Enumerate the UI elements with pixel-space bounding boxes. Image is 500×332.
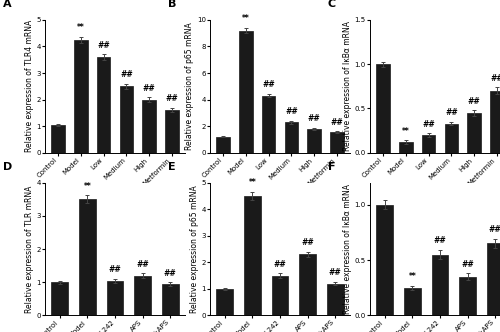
Bar (52, 282, 68, 315)
Bar (216, 137, 230, 153)
Bar (330, 132, 344, 153)
Text: ##: ## (422, 120, 435, 128)
Text: ##: ## (330, 118, 343, 126)
Bar (487, 243, 500, 315)
Bar (327, 284, 344, 315)
Text: A: A (3, 0, 12, 9)
Text: ##: ## (262, 80, 275, 89)
Bar (376, 205, 393, 315)
Bar (165, 110, 178, 153)
Text: F: F (328, 162, 336, 172)
Bar (300, 254, 316, 315)
Text: ##: ## (329, 268, 342, 277)
Bar (376, 64, 390, 153)
Bar (422, 135, 436, 153)
Text: ##: ## (164, 269, 176, 278)
Text: **: ** (77, 23, 85, 32)
Text: ##: ## (98, 41, 110, 50)
Bar (52, 125, 65, 153)
Bar (216, 289, 233, 315)
Bar (460, 277, 476, 315)
Text: ##: ## (489, 225, 500, 234)
Bar (432, 255, 448, 315)
Text: ##: ## (434, 236, 446, 245)
Text: ##: ## (136, 260, 149, 269)
Bar (106, 281, 124, 315)
Text: ##: ## (445, 108, 458, 117)
Text: ##: ## (142, 84, 156, 93)
Text: ##: ## (166, 94, 178, 104)
Y-axis label: Relative expression of TLR4 mRNA: Relative expression of TLR4 mRNA (24, 20, 34, 152)
Text: ##: ## (108, 265, 122, 274)
Text: ##: ## (490, 74, 500, 83)
Text: ##: ## (462, 260, 474, 269)
Bar (134, 276, 151, 315)
Text: ##: ## (274, 260, 286, 269)
Text: **: ** (84, 182, 91, 191)
Bar (97, 57, 110, 153)
Bar (444, 124, 458, 153)
Text: D: D (3, 162, 12, 172)
Y-axis label: Relative expression of TLR mRNA: Relative expression of TLR mRNA (24, 185, 34, 313)
Bar (244, 196, 260, 315)
Y-axis label: Relative expression of p65 mRNA: Relative expression of p65 mRNA (190, 185, 198, 313)
Bar (404, 288, 420, 315)
Bar (308, 129, 321, 153)
Text: ##: ## (285, 107, 298, 116)
Bar (162, 284, 178, 315)
Bar (262, 96, 276, 153)
Bar (79, 199, 96, 315)
Bar (239, 31, 252, 153)
Bar (468, 113, 481, 153)
Text: E: E (168, 162, 175, 172)
Y-axis label: Relative expression of IκBα mRNA: Relative expression of IκBα mRNA (343, 21, 352, 151)
Text: **: ** (248, 178, 256, 187)
Bar (399, 142, 412, 153)
Text: **: ** (242, 14, 250, 23)
Bar (74, 40, 88, 153)
Text: C: C (328, 0, 336, 9)
Text: ##: ## (302, 238, 314, 247)
Text: ##: ## (308, 114, 320, 123)
Bar (284, 122, 298, 153)
Text: **: ** (408, 272, 416, 281)
Text: ##: ## (120, 70, 132, 79)
Bar (142, 100, 156, 153)
Text: B: B (168, 0, 176, 9)
Bar (272, 276, 288, 315)
Y-axis label: Relative expression of p65 mRNA: Relative expression of p65 mRNA (185, 23, 194, 150)
Text: ##: ## (468, 97, 480, 106)
Y-axis label: Relative expression of IκBα mRNA: Relative expression of IκBα mRNA (343, 184, 352, 314)
Bar (490, 91, 500, 153)
Bar (120, 86, 133, 153)
Text: **: ** (402, 127, 410, 136)
